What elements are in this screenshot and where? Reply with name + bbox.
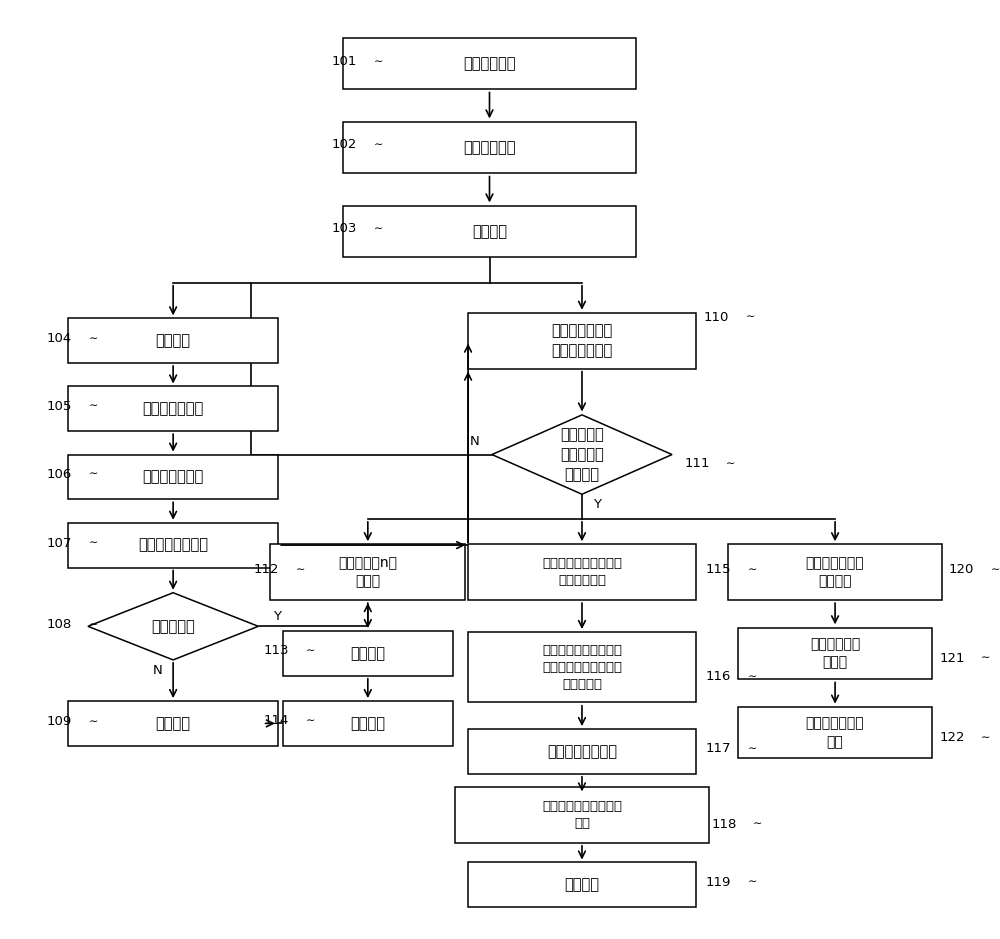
Text: 确定拼缝左右边界: 确定拼缝左右边界 xyxy=(547,744,617,759)
Text: 104: 104 xyxy=(47,332,72,346)
Text: 计算拼缝当前宽度的像
素值: 计算拼缝当前宽度的像 素值 xyxy=(542,800,622,830)
Text: 行均值差为拼缝
错配: 行均值差为拼缝 错配 xyxy=(806,716,864,749)
Text: 提取圆结构光光
纹中心线内区域: 提取圆结构光光 纹中心线内区域 xyxy=(551,323,613,358)
FancyBboxPatch shape xyxy=(343,38,636,89)
Text: 采集拼缝图像: 采集拼缝图像 xyxy=(463,56,516,71)
Text: 结构光光纹边缘: 结构光光纹边缘 xyxy=(143,470,204,485)
Text: ∼: ∼ xyxy=(991,564,1000,575)
Text: ∼: ∼ xyxy=(726,459,735,469)
FancyBboxPatch shape xyxy=(343,206,636,257)
Text: 中心线上取n个
特征点: 中心线上取n个 特征点 xyxy=(338,556,397,589)
FancyBboxPatch shape xyxy=(455,787,709,843)
Text: ∼: ∼ xyxy=(374,56,383,67)
Text: 122: 122 xyxy=(939,731,965,744)
Text: ∼: ∼ xyxy=(306,646,315,655)
Text: 114: 114 xyxy=(264,714,289,727)
Text: ∼: ∼ xyxy=(746,313,755,322)
Text: 118: 118 xyxy=(711,818,737,831)
Text: ∼: ∼ xyxy=(306,716,315,726)
Text: 113: 113 xyxy=(264,644,289,657)
Text: 105: 105 xyxy=(47,399,72,412)
Text: ∼: ∼ xyxy=(296,564,305,575)
Text: ∼: ∼ xyxy=(747,877,757,887)
Text: 中心线存在: 中心线存在 xyxy=(151,619,195,634)
FancyBboxPatch shape xyxy=(68,701,278,746)
Text: Y: Y xyxy=(273,609,281,623)
Text: 112: 112 xyxy=(254,562,279,576)
Text: ∼: ∼ xyxy=(88,620,98,629)
Text: 121: 121 xyxy=(939,652,965,665)
FancyBboxPatch shape xyxy=(468,632,696,702)
Text: 119: 119 xyxy=(706,875,731,888)
Text: ∼: ∼ xyxy=(88,470,98,479)
FancyBboxPatch shape xyxy=(738,627,932,679)
Text: 103: 103 xyxy=(332,223,357,235)
FancyBboxPatch shape xyxy=(68,318,278,363)
Text: 曲面拟合: 曲面拟合 xyxy=(350,646,385,661)
FancyBboxPatch shape xyxy=(270,545,465,600)
Text: 107: 107 xyxy=(47,537,72,549)
Text: 110: 110 xyxy=(704,311,729,324)
Text: ∼: ∼ xyxy=(88,401,98,411)
FancyBboxPatch shape xyxy=(283,631,453,676)
Text: ∼: ∼ xyxy=(747,671,757,682)
Text: 计算灰度梯度值，搜索
得到两个梯度绝对值的
局部最大值: 计算灰度梯度值，搜索 得到两个梯度绝对值的 局部最大值 xyxy=(542,644,622,691)
Text: ∼: ∼ xyxy=(88,716,98,727)
FancyBboxPatch shape xyxy=(468,313,696,369)
Text: ∼: ∼ xyxy=(747,744,757,754)
Text: 109: 109 xyxy=(47,715,72,728)
Text: 120: 120 xyxy=(949,562,974,576)
FancyBboxPatch shape xyxy=(728,545,942,600)
Text: 计算法矢: 计算法矢 xyxy=(350,716,385,731)
Text: 初始参数设置: 初始参数设置 xyxy=(463,140,516,155)
FancyBboxPatch shape xyxy=(283,701,453,746)
FancyBboxPatch shape xyxy=(68,454,278,500)
Text: 计算左右条纹
行均值: 计算左右条纹 行均值 xyxy=(810,638,860,670)
Text: 117: 117 xyxy=(706,742,731,755)
FancyBboxPatch shape xyxy=(738,707,932,759)
FancyBboxPatch shape xyxy=(68,387,278,431)
Text: N: N xyxy=(470,435,480,448)
Text: 拼缝是否在
圆形结构光
中心线内: 拼缝是否在 圆形结构光 中心线内 xyxy=(560,427,604,482)
Text: ∼: ∼ xyxy=(981,732,990,743)
Text: 106: 106 xyxy=(47,468,72,481)
Text: 102: 102 xyxy=(332,138,357,151)
Text: 116: 116 xyxy=(706,670,731,684)
FancyBboxPatch shape xyxy=(68,523,278,567)
Text: 108: 108 xyxy=(47,618,72,631)
Text: N: N xyxy=(153,664,162,677)
Text: ∼: ∼ xyxy=(753,819,763,829)
Text: ∼: ∼ xyxy=(374,223,383,234)
FancyBboxPatch shape xyxy=(468,545,696,600)
FancyBboxPatch shape xyxy=(468,863,696,907)
Text: ∼: ∼ xyxy=(374,140,383,149)
Text: ∼: ∼ xyxy=(88,334,98,344)
Text: 中心线内区域沿拼缝方
向做灰度投影: 中心线内区域沿拼缝方 向做灰度投影 xyxy=(542,557,622,587)
Text: ∼: ∼ xyxy=(981,653,990,663)
Text: 中心位置: 中心位置 xyxy=(564,877,599,892)
Text: Y: Y xyxy=(593,499,601,512)
Text: 阈值分割: 阈值分割 xyxy=(156,333,191,348)
Text: 开始检测: 开始检测 xyxy=(472,224,507,239)
FancyBboxPatch shape xyxy=(343,122,636,173)
Text: 拒绝检测: 拒绝检测 xyxy=(156,716,191,731)
Text: 111: 111 xyxy=(684,457,710,470)
Text: 101: 101 xyxy=(332,55,357,69)
Text: 115: 115 xyxy=(706,562,731,576)
Text: 提取除交集外的
激光条纹: 提取除交集外的 激光条纹 xyxy=(806,556,864,589)
Polygon shape xyxy=(88,593,258,660)
Text: ∼: ∼ xyxy=(88,538,98,548)
Text: ∼: ∼ xyxy=(747,564,757,575)
Text: 提取结构光光纹: 提取结构光光纹 xyxy=(143,401,204,416)
Text: 结构光光纹中心线: 结构光光纹中心线 xyxy=(138,538,208,553)
Polygon shape xyxy=(492,415,672,494)
FancyBboxPatch shape xyxy=(468,729,696,774)
